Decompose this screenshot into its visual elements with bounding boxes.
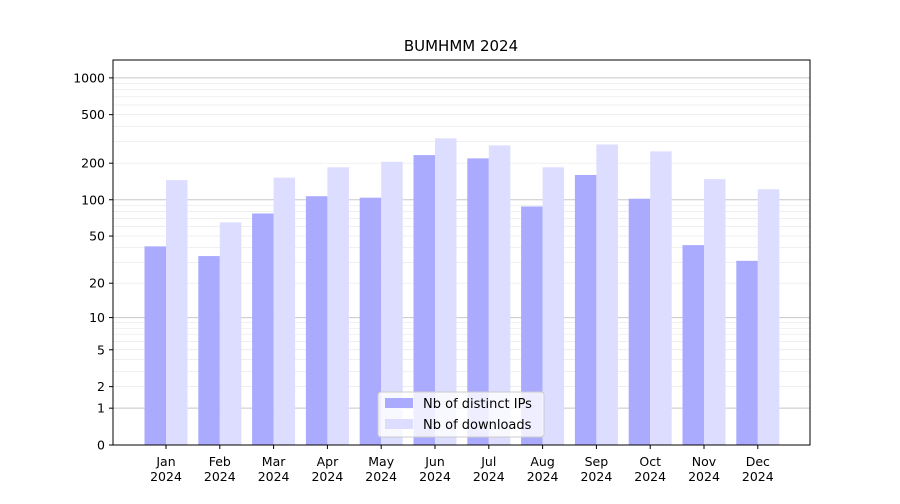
x-tick-label: Oct 2024 [634,454,666,484]
x-tick-label: Aug 2024 [527,454,559,484]
y-tick-label: 10 [89,310,105,325]
legend-swatch [385,398,413,408]
y-tick-label: 5 [97,342,105,357]
bar-distinct-ips [413,155,435,445]
chart-title: BUMHMM 2024 [404,37,518,55]
y-tick-label: 1 [97,401,105,416]
bar-downloads [166,180,188,446]
bar-downloads [273,177,296,446]
bar-downloads [757,189,780,445]
bar-downloads [327,167,349,445]
x-tick-label: Feb 2024 [204,454,236,484]
y-tick-label: 20 [89,276,105,291]
x-tick-label: Sep 2024 [580,454,612,484]
x-tick-label: Jan 2024 [150,454,182,484]
legend-swatch [385,419,413,429]
bar-distinct-ips [682,245,704,445]
x-tick-label: Mar 2024 [258,454,290,484]
bar-distinct-ips [628,198,651,445]
legend-label: Nb of distinct IPs [423,397,532,412]
bar-downloads [596,144,618,445]
bar-distinct-ips [521,206,543,445]
legend-label: Nb of downloads [423,418,532,433]
x-tick-label: May 2024 [365,454,397,484]
bar-downloads [542,167,565,445]
x-tick-label: Dec 2024 [742,454,774,484]
bar-distinct-ips [574,174,597,445]
x-axis: Jan 2024 Feb 2024 Mar 2024 Apr 2024 May 2024 Jun 20… [150,445,774,484]
y-tick-label: 500 [81,107,105,122]
plot-frame [112,59,811,446]
x-tick-label: Jul 2024 [473,454,505,484]
bar-distinct-ips [144,246,166,445]
y-tick-label: 100 [81,192,105,207]
bar-distinct-ips [305,196,328,445]
legend: Nb of distinct IPs Nb of downloads [377,391,545,438]
bar-downloads [381,161,403,446]
bar-downloads [488,145,511,445]
y-tick-label: 1000 [73,70,105,85]
bar-downloads [219,222,242,445]
bar-distinct-ips [198,256,220,445]
bar-distinct-ips [252,213,274,445]
x-tick-label: Nov 2024 [688,454,720,484]
bar-downloads [704,179,726,446]
y-tick-label: 2 [97,379,105,394]
y-tick-label: 0 [97,438,105,453]
y-axis: 0 1 2 5 10 20 50 100 200 500 1000 [73,70,113,453]
bar-downloads [435,138,457,445]
bar-distinct-ips [359,197,382,445]
bar-layer [144,138,780,446]
bar-distinct-ips [467,158,489,445]
legend-box [377,391,545,438]
y-tick-label: 50 [89,229,105,244]
x-tick-label: Apr 2024 [311,454,343,484]
bar-downloads [650,151,672,446]
bar-distinct-ips [736,260,758,445]
x-tick-label: Jun 2024 [419,454,451,484]
y-tick-label: 200 [81,156,105,171]
